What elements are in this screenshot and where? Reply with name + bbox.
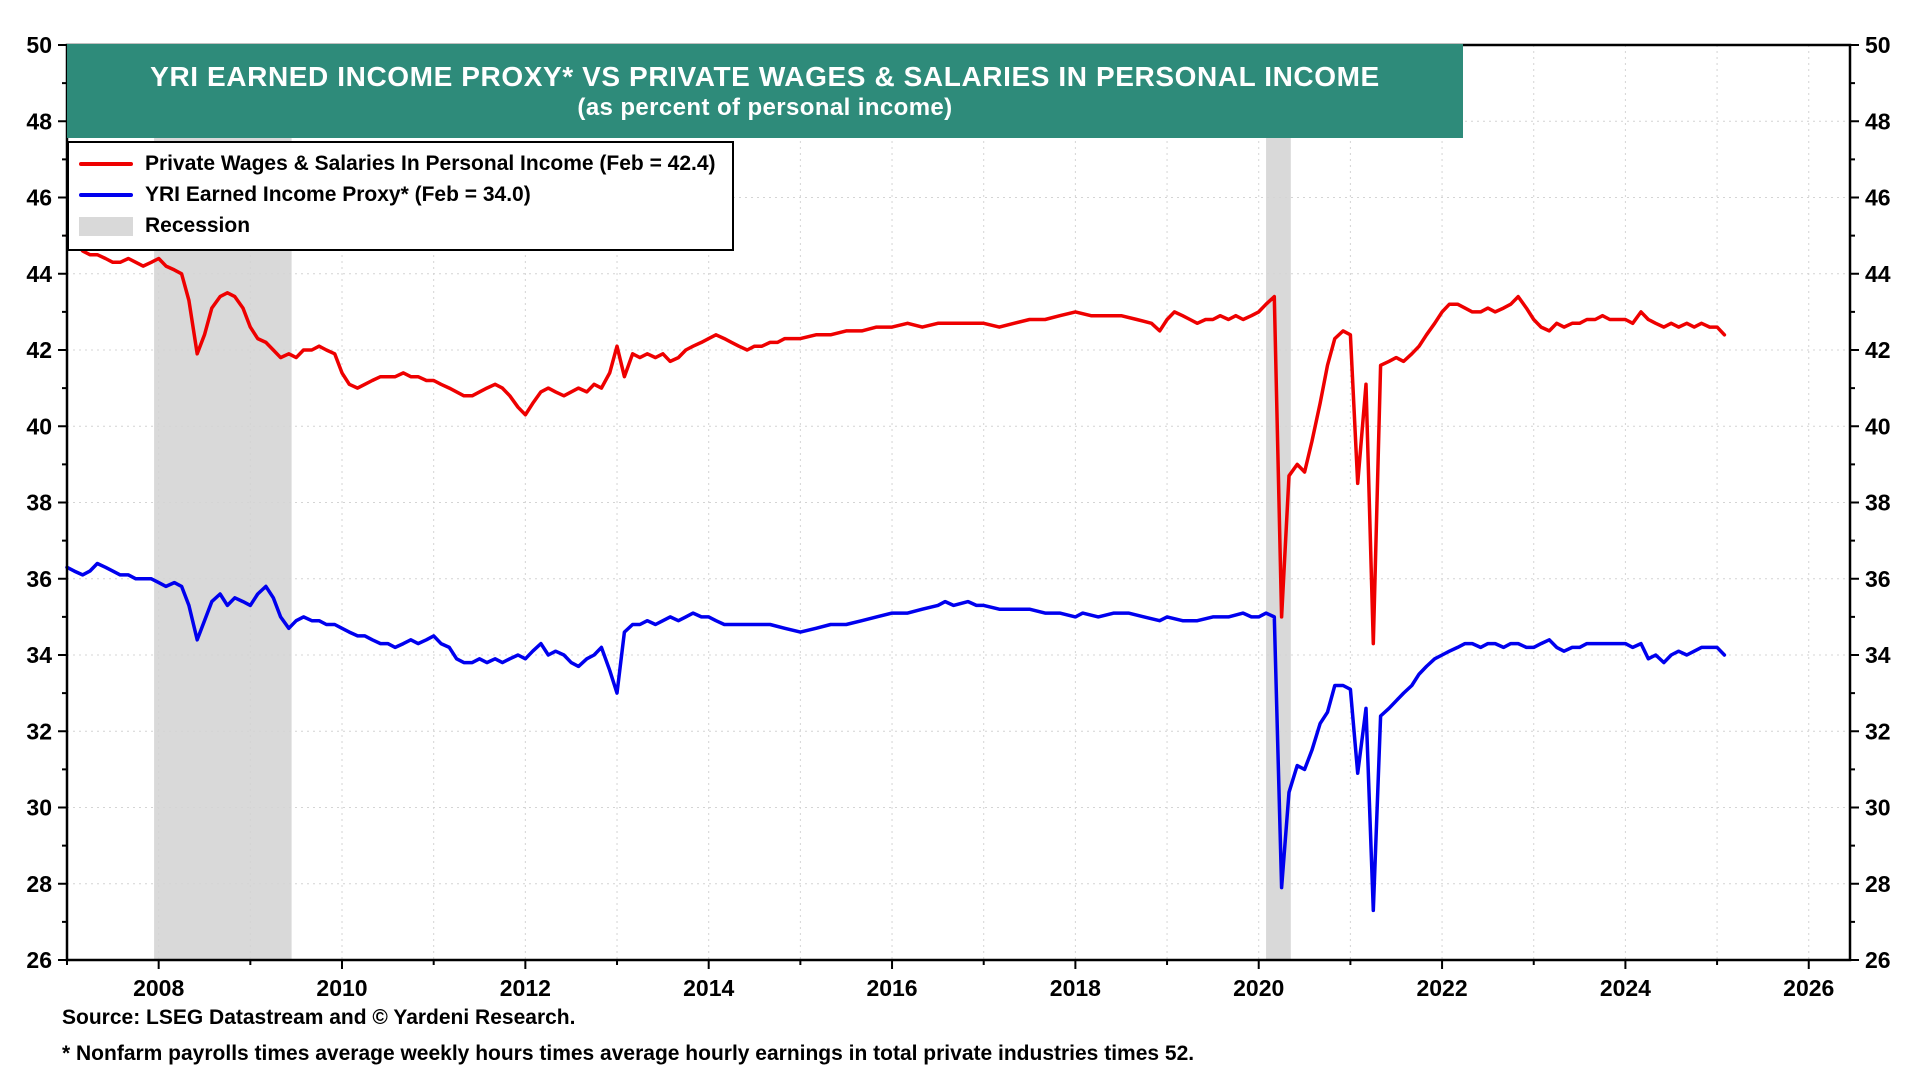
legend-item-blue-series: YRI Earned Income Proxy* (Feb = 34.0) <box>79 182 716 208</box>
y-axis-label-left: 36 <box>26 566 52 592</box>
y-axis-label-right: 42 <box>1865 337 1891 363</box>
y-axis-label-right: 44 <box>1865 261 1891 287</box>
y-axis-label-right: 26 <box>1865 947 1891 973</box>
chart-legend: Private Wages & Salaries In Personal Inc… <box>67 141 734 251</box>
footnote-text: * Nonfarm payrolls times average weekly … <box>62 1042 1195 1065</box>
y-axis-label-left: 32 <box>26 718 52 744</box>
x-axis-label: 2026 <box>1783 975 1834 1001</box>
red-line-swatch <box>79 162 133 166</box>
y-axis-label-left: 26 <box>26 947 52 973</box>
series-line-yri-proxy <box>65 561 1727 913</box>
y-axis-label-left: 30 <box>26 795 52 821</box>
x-axis-label: 2018 <box>1050 975 1101 1001</box>
recession-patch-swatch <box>79 216 133 236</box>
legend-item-recession: Recession <box>79 213 716 239</box>
y-axis-label-right: 30 <box>1865 795 1891 821</box>
legend-label-blue-series: YRI Earned Income Proxy* (Feb = 34.0) <box>145 183 531 206</box>
series-line-private-wages <box>65 233 1727 646</box>
y-axis-label-left: 44 <box>26 261 52 287</box>
legend-label-recession: Recession <box>145 214 251 237</box>
y-axis-label-left: 38 <box>26 490 52 516</box>
x-axis-label: 2022 <box>1416 975 1467 1001</box>
x-axis-label: 2016 <box>866 975 917 1001</box>
blue-line-swatch <box>79 193 133 197</box>
chart-subtitle: (as percent of personal income) <box>577 94 953 122</box>
x-axis-label: 2020 <box>1233 975 1284 1001</box>
x-axis-label: 2010 <box>316 975 367 1001</box>
y-axis-label-right: 34 <box>1865 642 1891 668</box>
y-axis-label-left: 42 <box>26 337 52 363</box>
y-axis-label-left: 34 <box>26 642 52 668</box>
y-axis-label-right: 50 <box>1865 32 1891 58</box>
y-axis-label-right: 32 <box>1865 718 1891 744</box>
x-axis-label: 2014 <box>683 975 734 1001</box>
chart-title: YRI EARNED INCOME PROXY* VS PRIVATE WAGE… <box>150 61 1380 93</box>
y-axis-label-right: 28 <box>1865 871 1891 897</box>
y-axis-label-right: 46 <box>1865 185 1891 211</box>
y-axis-label-right: 36 <box>1865 566 1891 592</box>
y-axis-label-right: 40 <box>1865 413 1891 439</box>
y-axis-label-left: 28 <box>26 871 52 897</box>
legend-label-red-series: Private Wages & Salaries In Personal Inc… <box>145 152 716 175</box>
y-axis-label-right: 38 <box>1865 490 1891 516</box>
y-axis-label-left: 48 <box>26 108 52 134</box>
x-axis-label: 2024 <box>1600 975 1651 1001</box>
x-axis-label: 2008 <box>133 975 184 1001</box>
legend-item-red-series: Private Wages & Salaries In Personal Inc… <box>79 151 716 177</box>
chart-title-box: YRI EARNED INCOME PROXY* VS PRIVATE WAGE… <box>67 44 1463 138</box>
x-axis-label: 2012 <box>500 975 551 1001</box>
source-text: Source: LSEG Datastream and © Yardeni Re… <box>62 1006 576 1029</box>
y-axis-label-right: 48 <box>1865 108 1891 134</box>
y-axis-label-left: 50 <box>26 32 52 58</box>
y-axis-label-left: 46 <box>26 185 52 211</box>
y-axis-label-left: 40 <box>26 413 52 439</box>
